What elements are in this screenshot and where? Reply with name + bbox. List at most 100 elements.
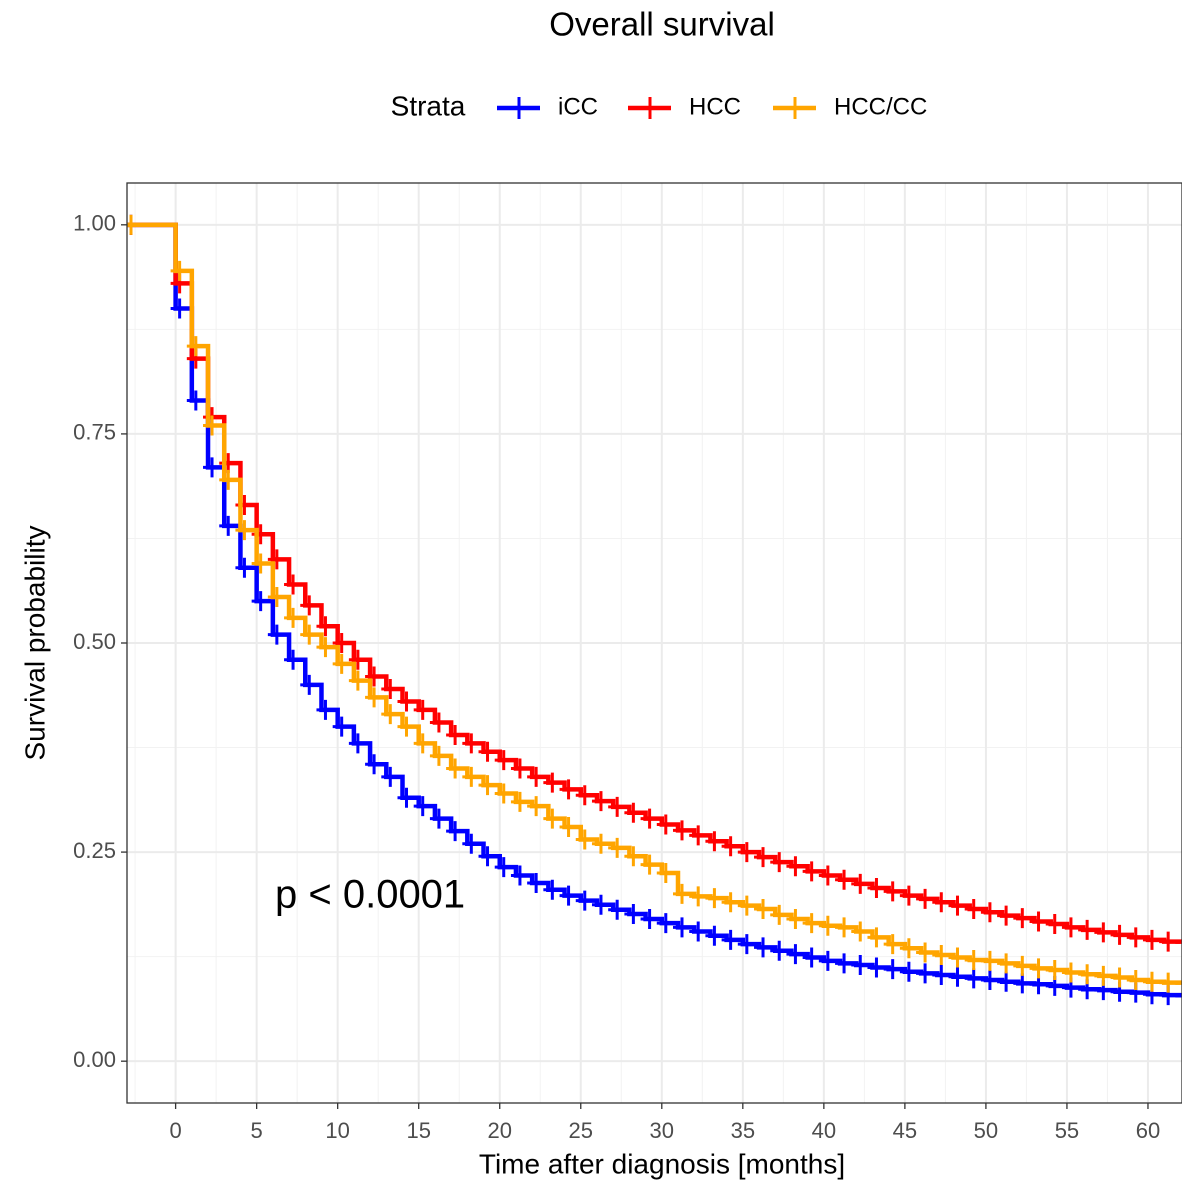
- censor-mark: [899, 885, 918, 906]
- censor-mark: [186, 336, 205, 357]
- censor-mark: [721, 929, 740, 950]
- censor-mark: [316, 616, 335, 637]
- censor-mark: [1078, 919, 1097, 940]
- censor-mark: [381, 679, 400, 699]
- x-tick-label: 10: [325, 1118, 349, 1143]
- censor-mark: [170, 298, 189, 319]
- censor-mark: [948, 947, 967, 968]
- censor-mark: [624, 802, 643, 823]
- censor-mark: [591, 833, 610, 854]
- censor-mark: [883, 959, 902, 980]
- survival-curve: [127, 222, 1182, 944]
- censor-mark: [348, 733, 367, 754]
- censor-mark: [802, 861, 821, 882]
- legend-label: HCC/CC: [834, 93, 927, 120]
- censor-mark: [1013, 973, 1032, 994]
- y-tick-label: 1.00: [73, 211, 116, 236]
- censor-mark: [640, 854, 659, 875]
- censor-mark: [219, 469, 238, 490]
- censor-mark: [203, 415, 222, 436]
- censor-mark: [867, 957, 886, 978]
- censor-mark: [332, 653, 351, 674]
- censor-mark: [527, 766, 546, 787]
- censor-mark: [543, 879, 562, 900]
- p-value-annotation: p < 0.0001: [275, 873, 465, 917]
- censor-mark: [786, 909, 805, 929]
- censor-mark: [543, 808, 562, 829]
- censor-mark: [786, 856, 805, 877]
- censor-mark: [1078, 964, 1097, 985]
- censor-mark: [1159, 931, 1178, 952]
- censor-mark: [235, 520, 254, 541]
- censor-mark: [284, 574, 303, 595]
- legend-title: Strata: [391, 90, 466, 121]
- censor-mark: [802, 947, 821, 968]
- censor-mark: [478, 846, 497, 867]
- censor-mark: [1094, 965, 1113, 986]
- x-tick-label: 45: [893, 1118, 917, 1143]
- x-tick-label: 25: [569, 1118, 593, 1143]
- censor-mark: [770, 852, 789, 873]
- censor-mark: [316, 637, 335, 658]
- censor-mark: [640, 909, 659, 929]
- censor-mark: [916, 963, 935, 984]
- censor-mark: [267, 624, 286, 645]
- censor-mark: [316, 699, 335, 720]
- survival-curve: [127, 222, 1182, 985]
- censor-mark: [672, 883, 691, 904]
- censor-mark: [997, 971, 1016, 992]
- censor-mark: [348, 649, 367, 670]
- censor-mark: [494, 783, 513, 804]
- censor-mark: [802, 913, 821, 934]
- censor-mark: [997, 905, 1016, 926]
- censor-mark: [365, 666, 384, 687]
- censor-mark: [510, 865, 529, 886]
- censor-mark: [640, 808, 659, 829]
- censor-mark: [754, 937, 773, 958]
- censor-mark: [203, 457, 222, 478]
- censor-mark: [1061, 962, 1080, 983]
- censor-mark: [1061, 917, 1080, 938]
- censor-mark: [397, 787, 416, 808]
- censor-mark: [689, 921, 708, 942]
- censor-mark: [964, 949, 983, 970]
- y-tick-label: 0.00: [73, 1047, 116, 1072]
- censor-mark: [721, 836, 740, 857]
- censor-mark: [899, 938, 918, 959]
- censor-mark: [754, 898, 773, 919]
- censor-mark: [527, 873, 546, 894]
- censor-mark: [365, 754, 384, 775]
- curves: [127, 214, 1182, 1006]
- censor-mark: [899, 961, 918, 982]
- censor-mark: [559, 885, 578, 906]
- censor-mark: [818, 865, 837, 886]
- y-tick-label: 0.25: [73, 838, 116, 863]
- censor-mark: [235, 557, 254, 578]
- x-tick-label: 0: [169, 1118, 181, 1143]
- censor-mark: [446, 758, 465, 779]
- censor-mark: [397, 691, 416, 712]
- censor-mark: [429, 712, 448, 733]
- censor-mark: [705, 888, 724, 909]
- censor-mark: [656, 913, 675, 934]
- censor-mark: [300, 674, 319, 695]
- censor-mark: [1126, 927, 1145, 948]
- censor-mark: [543, 772, 562, 793]
- x-tick-label: 5: [251, 1118, 263, 1143]
- censor-mark: [721, 892, 740, 913]
- censor-mark: [608, 837, 627, 858]
- censor-mark: [397, 716, 416, 737]
- censor-mark: [980, 902, 999, 923]
- censor-mark: [672, 917, 691, 938]
- censor-mark: [186, 390, 205, 411]
- censor-mark: [267, 587, 286, 607]
- y-tick-label: 0.50: [73, 629, 116, 654]
- censor-mark: [300, 595, 319, 616]
- censor-mark: [527, 796, 546, 817]
- censor-mark: [964, 968, 983, 989]
- censor-mark: [705, 831, 724, 852]
- censor-mark: [818, 950, 837, 971]
- censor-mark: [446, 821, 465, 842]
- censor-mark: [429, 745, 448, 766]
